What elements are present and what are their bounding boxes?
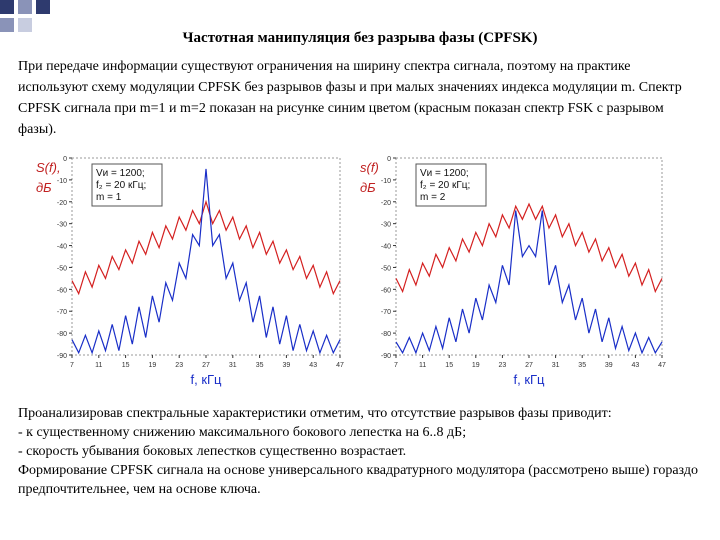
y-tick-label: -50 (381, 265, 391, 272)
x-tick-label: 43 (309, 362, 317, 369)
annotation: f₂ = 20 кГц; (420, 180, 470, 191)
decor (0, 18, 14, 32)
y-tick-label: -60 (57, 287, 67, 294)
y-tick-label: 0 (63, 156, 67, 163)
y-tick-label: -70 (381, 309, 391, 316)
y-tick-label: -20 (381, 200, 391, 207)
x-tick-label: 11 (419, 362, 426, 369)
conclusion: Проанализировав спектральные характерист… (18, 404, 708, 499)
annotation: Vи = 1200; (96, 168, 145, 179)
y-axis-label: S(f), (36, 160, 61, 175)
y-tick-label: -20 (57, 200, 67, 207)
decor (18, 0, 32, 14)
x-tick-label: 7 (70, 362, 74, 369)
x-tick-label: 35 (578, 362, 586, 369)
y-tick-label: -30 (57, 222, 67, 229)
x-tick-label: 31 (552, 362, 560, 369)
decor (0, 0, 14, 14)
x-tick-label: 35 (256, 362, 264, 369)
y-tick-label: -10 (57, 178, 67, 185)
x-axis-label: f, кГц (190, 372, 222, 387)
x-tick-label: 19 (149, 362, 157, 369)
x-tick-label: 15 (445, 362, 453, 369)
x-tick-label: 19 (472, 362, 480, 369)
x-tick-label: 47 (336, 362, 344, 369)
y-tick-label: 0 (387, 156, 391, 163)
spectrum-line (395, 210, 663, 355)
x-tick-label: 47 (658, 362, 666, 369)
conclusion-line: Проанализировав спектральные характерист… (18, 406, 612, 421)
x-tick-label: 39 (283, 362, 291, 369)
y-tick-label: -30 (381, 222, 391, 229)
y-axis-label: s(f) (360, 160, 379, 175)
x-tick-label: 39 (605, 362, 613, 369)
y-tick-label: -40 (57, 244, 67, 251)
x-tick-label: 27 (525, 362, 533, 369)
annotation-box (415, 163, 487, 207)
annotation: m = 2 (420, 192, 446, 203)
spectrum-line (71, 168, 341, 355)
x-tick-label: 23 (499, 362, 507, 369)
intro-text: При передаче информации существуют огран… (18, 59, 682, 137)
plot-frame (71, 157, 341, 356)
y-tick-label: -50 (57, 265, 67, 272)
x-tick-label: 27 (202, 362, 210, 369)
x-tick-label: 11 (95, 362, 102, 369)
y-tick-label: -40 (381, 244, 391, 251)
x-tick-label: 23 (175, 362, 183, 369)
y-axis-label: дБ (360, 180, 376, 195)
y-tick-label: -80 (57, 331, 67, 338)
y-tick-label: -10 (381, 178, 391, 185)
annotation-box (91, 163, 163, 207)
y-tick-label: -90 (57, 353, 67, 360)
x-tick-label: 31 (229, 362, 237, 369)
conclusion-line: Формирование CPFSK сигнала на основе уни… (18, 463, 698, 497)
annotation: f₂ = 20 кГц; (96, 180, 146, 191)
title: Частотная манипуляция без разрыва фазы (… (182, 30, 538, 46)
conclusion-line: - к существенному снижению максимального… (18, 425, 467, 440)
x-tick-label: 15 (122, 362, 130, 369)
annotation: m = 1 (96, 192, 122, 203)
decor (36, 0, 50, 14)
y-tick-label: -90 (381, 353, 391, 360)
x-axis-label: f, кГц (513, 372, 545, 387)
x-tick-label: 43 (632, 362, 640, 369)
spectrum-line (71, 199, 341, 296)
y-tick-label: -70 (57, 309, 67, 316)
y-tick-label: -60 (381, 287, 391, 294)
annotation: Vи = 1200; (420, 168, 469, 179)
y-tick-label: -80 (381, 331, 391, 338)
decor (18, 18, 32, 32)
spectrum-line (395, 202, 663, 294)
x-tick-label: 7 (394, 362, 398, 369)
conclusion-line: - скорость убывания боковых лепестков су… (18, 444, 407, 459)
y-axis-label: дБ (36, 180, 52, 195)
